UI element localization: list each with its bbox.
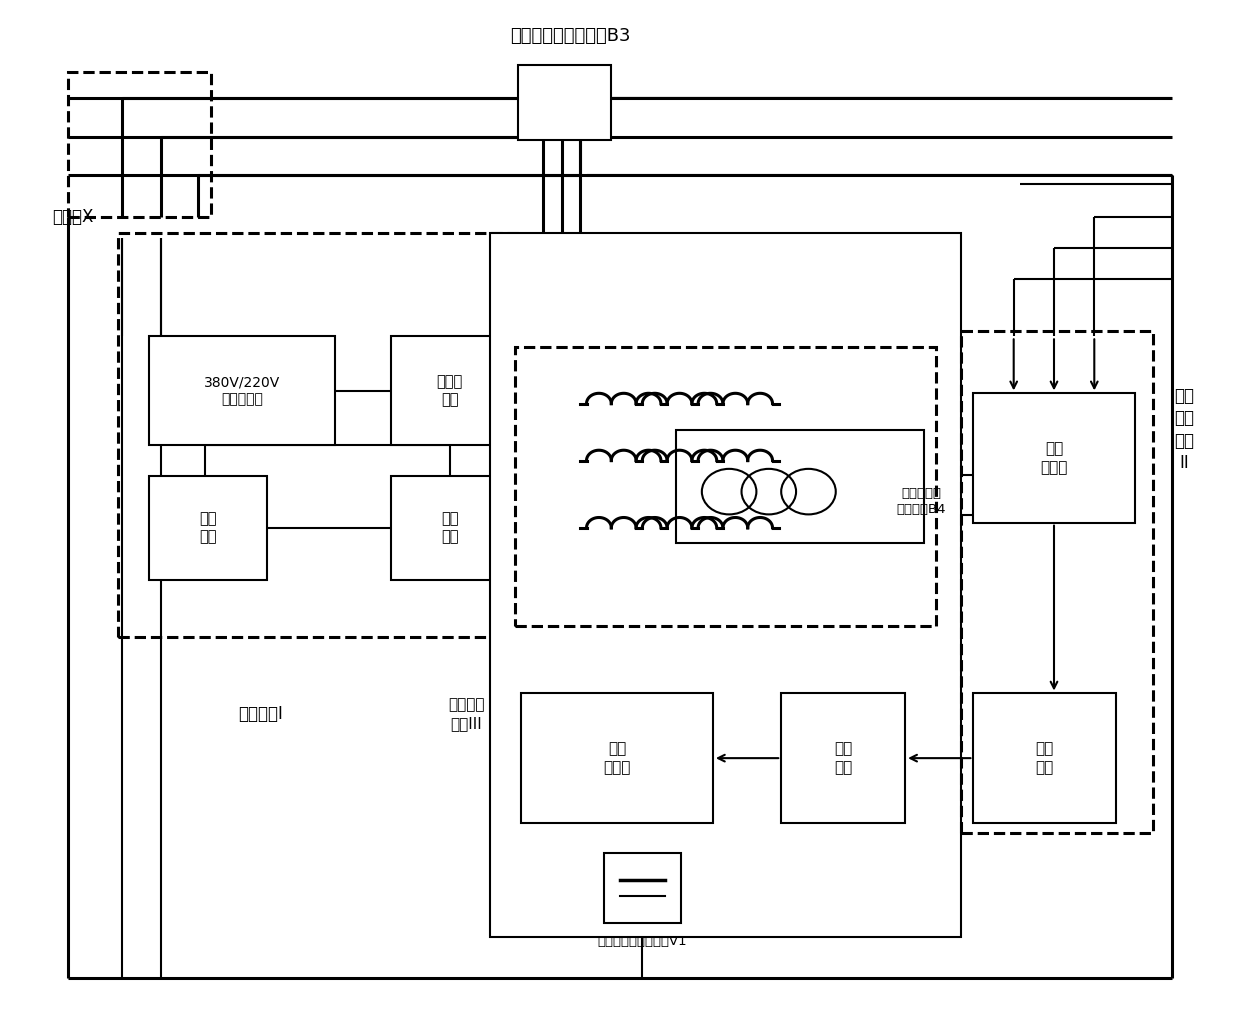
Text: 控制
单元
电路
II: 控制 单元 电路 II [1174, 387, 1194, 472]
Bar [149, 336, 335, 445]
Bar [490, 233, 961, 937]
Text: 380V/220V
隔离变压器: 380V/220V 隔离变压器 [203, 375, 280, 407]
Bar [961, 331, 1153, 833]
Bar [149, 476, 267, 580]
Text: 功率逆变
电路III: 功率逆变 电路III [448, 698, 485, 731]
Text: 连接点X: 连接点X [52, 208, 93, 227]
Text: 三相
逆变桥: 三相 逆变桥 [603, 741, 631, 775]
Text: 有源补偿电
流传感器B4: 有源补偿电 流传感器B4 [897, 487, 946, 516]
Text: 有源输入电压传感器B3: 有源输入电压传感器B3 [510, 27, 631, 46]
Text: 控制
模块: 控制 模块 [1035, 741, 1054, 775]
Bar [973, 393, 1135, 523]
Text: 电源电路I: 电源电路I [238, 705, 283, 723]
Bar [118, 233, 521, 637]
Text: 驱动
电源: 驱动 电源 [198, 511, 217, 544]
Bar [391, 476, 508, 580]
Text: 传感器
电源: 传感器 电源 [436, 374, 463, 408]
Bar [391, 336, 508, 445]
Bar [973, 693, 1116, 823]
Bar [515, 347, 936, 626]
Bar [604, 853, 681, 923]
Text: 控制
电源: 控制 电源 [440, 511, 459, 544]
Bar [521, 693, 713, 823]
Bar [518, 65, 611, 140]
Text: 直流母线电压传感器V1: 直流母线电压传感器V1 [598, 936, 687, 948]
Bar [676, 430, 924, 543]
Bar [68, 72, 211, 217]
Bar [781, 693, 905, 823]
Text: 驱动
模块: 驱动 模块 [835, 741, 852, 775]
Text: 模数
转换器: 模数 转换器 [1040, 441, 1068, 475]
